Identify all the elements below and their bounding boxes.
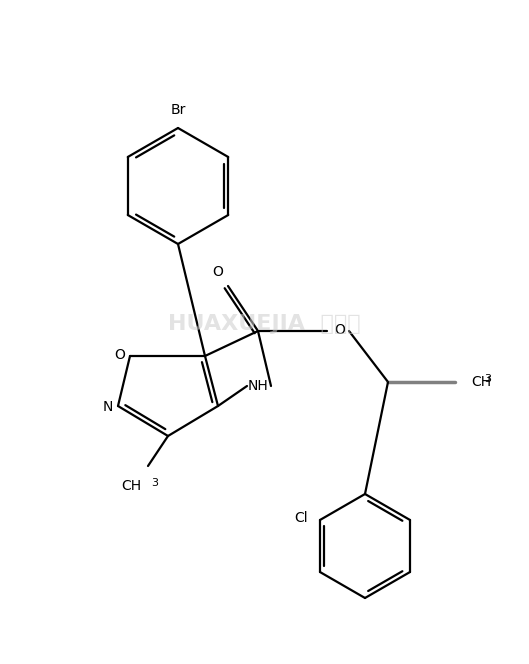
Text: 3: 3 [151, 478, 159, 488]
Text: N: N [103, 400, 113, 414]
Text: NH: NH [248, 379, 268, 393]
Text: Cl: Cl [294, 511, 308, 525]
Text: CH: CH [471, 375, 491, 389]
Text: O: O [334, 323, 345, 337]
Text: Br: Br [170, 103, 186, 117]
Text: O: O [213, 265, 223, 279]
Text: 3: 3 [485, 374, 491, 384]
Text: HUAXUEJIA  化学加: HUAXUEJIA 化学加 [168, 314, 360, 334]
Text: CH: CH [121, 479, 141, 493]
Text: O: O [115, 348, 125, 362]
